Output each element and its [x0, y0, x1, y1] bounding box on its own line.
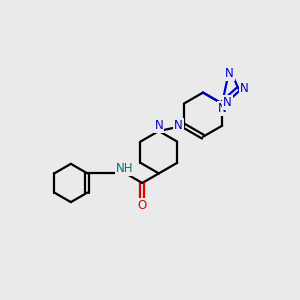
Text: N: N: [218, 102, 227, 116]
Text: N: N: [154, 119, 163, 132]
Text: NH: NH: [116, 162, 133, 175]
Text: N: N: [225, 68, 234, 80]
Text: N: N: [174, 119, 183, 132]
Text: N: N: [223, 96, 232, 109]
Text: O: O: [138, 199, 147, 212]
Text: N: N: [239, 82, 248, 95]
